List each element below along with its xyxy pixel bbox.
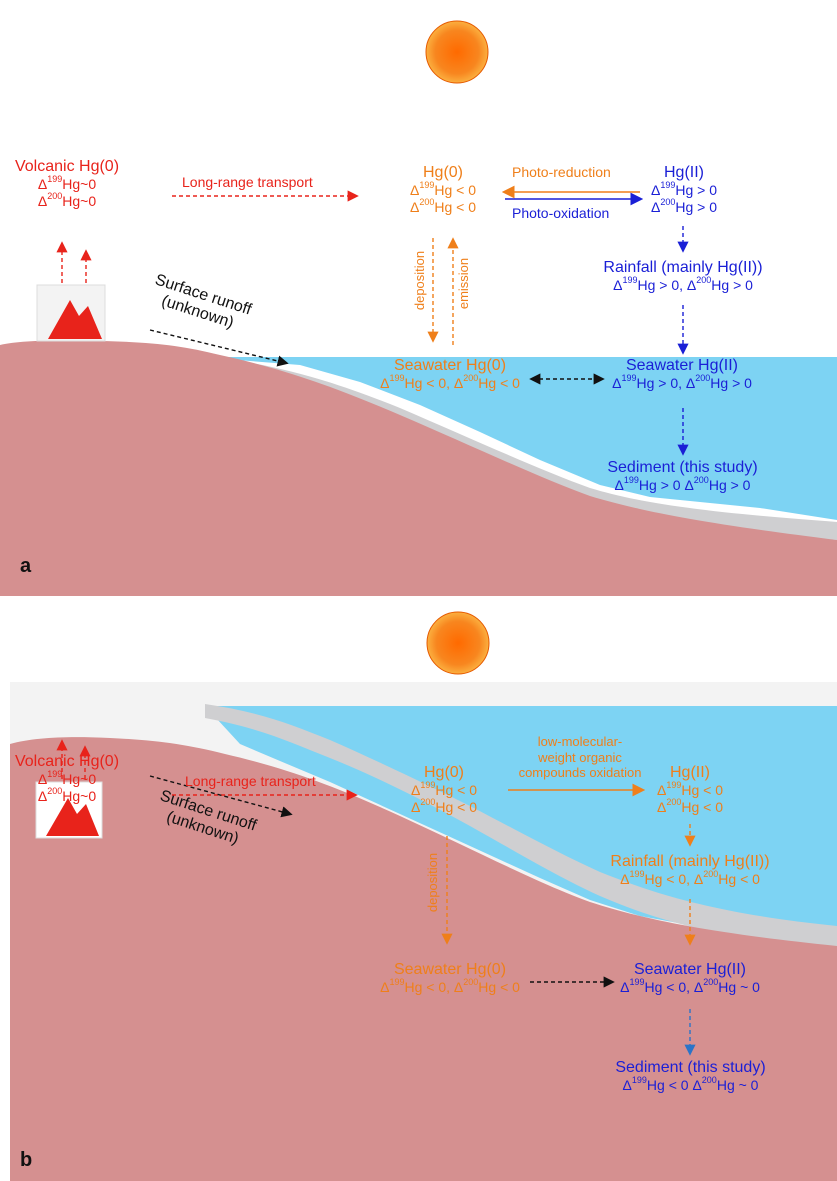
panel-a: Volcanic Hg(0) Δ199Hg~0 Δ200Hg~0 Long-ra… (0, 20, 837, 596)
volcano-icon (35, 781, 103, 839)
rainfall-label: Rainfall (mainly Hg(II)) Δ199Hg > 0, Δ20… (603, 259, 763, 294)
panel-b-content: Volcanic Hg(0) Δ199Hg~0 Δ200Hg~0 Long-ra… (0, 596, 837, 1181)
seawater-hg2-label: Seawater Hg(II) Δ199Hg > 0, Δ200Hg > 0 (612, 357, 752, 392)
atmospheric-hg2-label: Hg(II) Δ199Hg < 0 Δ200Hg < 0 (656, 764, 724, 815)
panel-a-letter: a (20, 555, 32, 577)
long-range-transport-label: Long-range transport (182, 174, 313, 190)
sun-icon (425, 20, 489, 84)
long-range-transport-label: Long-range transport (185, 773, 316, 789)
seawater-hg2-label: Seawater Hg(II) Δ199Hg < 0, Δ200Hg ~ 0 (620, 961, 760, 996)
sea (200, 357, 837, 520)
seabed-strip (205, 704, 837, 948)
photo-reduction-label: Photo-reduction (512, 164, 611, 180)
deposition-label: deposition (425, 852, 441, 913)
seawater-hg0-label: Seawater Hg(0) Δ199Hg < 0, Δ200Hg < 0 (380, 357, 520, 392)
photo-oxidation-label: Photo-oxidation (512, 205, 610, 221)
surface-runoff-arrow (149, 329, 289, 367)
panel-b-letter: b (20, 1149, 33, 1171)
volcanic-hg0-label: Volcanic Hg(0) Δ199Hg~0 Δ200Hg~0 (14, 158, 120, 209)
land (10, 737, 837, 1181)
land (0, 340, 837, 596)
atmospheric-hg0-label: Hg(0) Δ199Hg < 0 Δ200Hg < 0 (410, 764, 478, 815)
deposition-label: deposition (412, 250, 428, 311)
volcanic-hg0-label: Volcanic Hg(0) Δ199Hg~0 Δ200Hg~0 (14, 753, 120, 804)
seawater-hg0-label: Seawater Hg(0) Δ199Hg < 0, Δ200Hg < 0 (380, 961, 520, 996)
panel-a-scene (0, 20, 837, 596)
emission-label: emission (456, 257, 472, 310)
volcano-icon (36, 284, 106, 342)
surface-runoff-arrow (149, 775, 293, 818)
sediment-label: Sediment (this study) Δ199Hg < 0 Δ200Hg … (615, 1059, 766, 1094)
atmospheric-hg0-label: Hg(0) Δ199Hg < 0 Δ200Hg < 0 (409, 164, 477, 215)
atmospheric-hg2-label: Hg(II) Δ199Hg > 0 Δ200Hg > 0 (650, 164, 718, 215)
oxidation-label: low-molecular- weight organic compounds … (518, 734, 642, 781)
sun-icon (426, 611, 490, 675)
sediment-label: Sediment (this study) Δ199Hg > 0 Δ200Hg … (607, 459, 758, 494)
panel-b-main (0, 596, 837, 1181)
rainfall-label: Rainfall (mainly Hg(II)) Δ199Hg < 0, Δ20… (610, 853, 770, 888)
